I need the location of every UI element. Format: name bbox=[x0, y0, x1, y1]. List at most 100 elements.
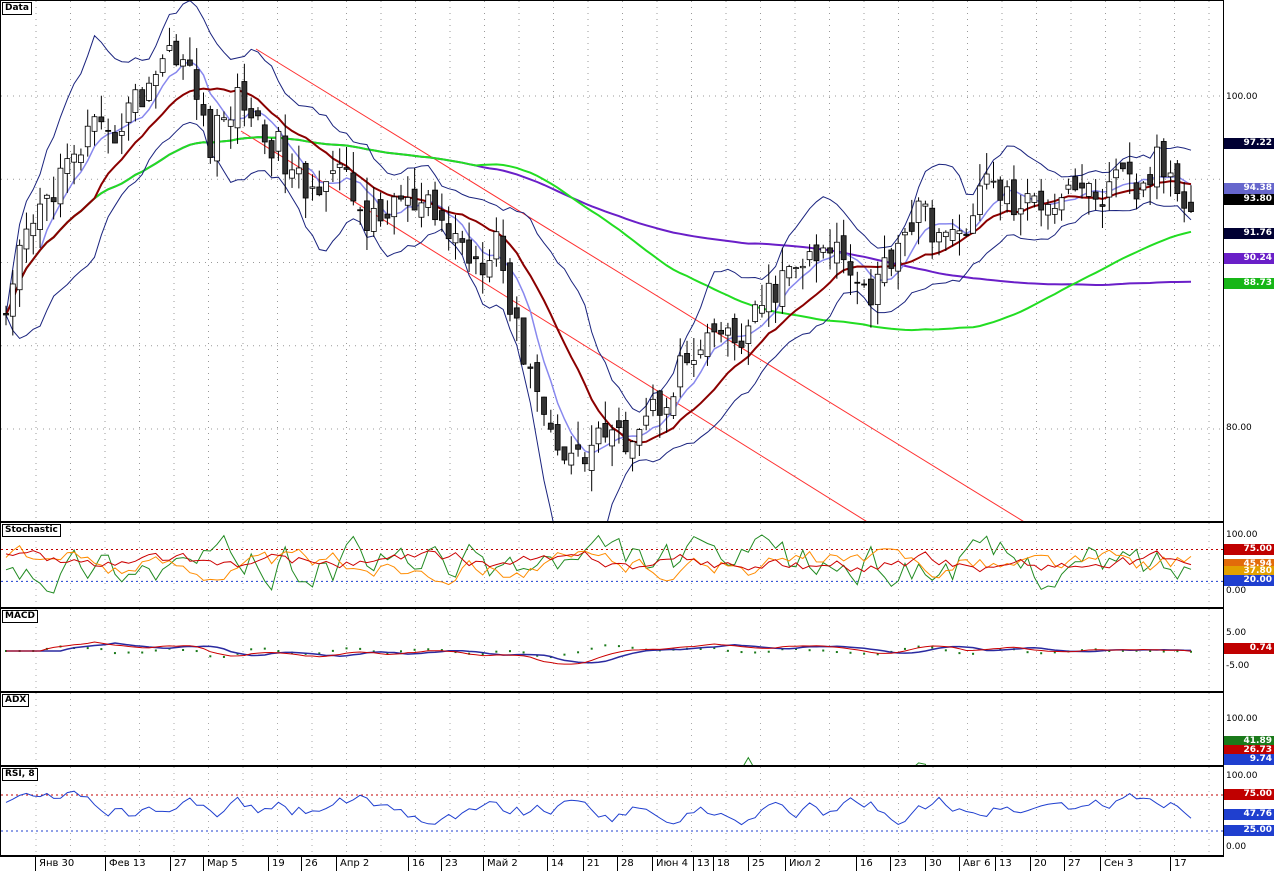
macd-histogram-bar bbox=[277, 650, 280, 653]
candle-body bbox=[1174, 163, 1181, 194]
candle-body bbox=[1106, 181, 1113, 198]
candle-body bbox=[282, 135, 289, 175]
macd-line bbox=[6, 641, 1192, 665]
price-tag: 90.24 bbox=[1224, 253, 1274, 264]
candle-body bbox=[765, 282, 772, 313]
candle-body bbox=[78, 154, 84, 163]
candle-body bbox=[398, 195, 404, 200]
candle-body bbox=[724, 327, 731, 336]
candle-body bbox=[384, 213, 391, 219]
x-tick-label: Сен 3 bbox=[1100, 857, 1133, 871]
x-tick-label: 13 bbox=[693, 857, 710, 871]
candle-body bbox=[1031, 195, 1038, 203]
candle-body bbox=[132, 89, 139, 113]
candle-body bbox=[84, 125, 91, 148]
candle-body bbox=[847, 261, 854, 276]
macd-svg bbox=[5, 609, 1210, 691]
macd-axis-label: 5.00 bbox=[1226, 628, 1247, 638]
candle-body bbox=[112, 132, 118, 144]
candle-body bbox=[1154, 146, 1160, 188]
x-tick-label: 23 bbox=[441, 857, 458, 871]
candle-body bbox=[173, 40, 180, 66]
candle-body bbox=[261, 124, 268, 143]
macd-histogram-bar bbox=[86, 647, 89, 650]
x-tick-label: 21 bbox=[583, 857, 600, 871]
x-tick-label: Июл 2 bbox=[785, 857, 821, 871]
adx-panel: ADX bbox=[0, 692, 1224, 766]
candle-body bbox=[500, 235, 507, 271]
candle-body bbox=[690, 360, 697, 365]
candle-body bbox=[152, 74, 159, 86]
x-tick-label: 19 bbox=[268, 857, 285, 871]
macd-histogram-bar bbox=[863, 652, 866, 655]
candle-body bbox=[902, 231, 908, 236]
macd-histogram-bar bbox=[849, 651, 852, 654]
candle-body bbox=[411, 188, 418, 211]
ma-long-purple-line bbox=[5, 136, 1192, 316]
candle-body bbox=[193, 69, 200, 100]
macd-histogram-bar bbox=[263, 647, 266, 650]
macd-histogram-bar bbox=[536, 654, 539, 657]
macd-histogram-bar bbox=[1040, 652, 1043, 655]
macd-histogram-bar bbox=[835, 651, 838, 654]
candle-body bbox=[677, 355, 684, 388]
candle-body bbox=[323, 181, 329, 192]
stochastic-line bbox=[5, 550, 1192, 573]
candle-body bbox=[186, 59, 193, 66]
candle-body bbox=[357, 209, 364, 212]
candle-body bbox=[289, 169, 295, 179]
macd-histogram-bar bbox=[1053, 651, 1056, 654]
candle-body bbox=[990, 180, 997, 183]
candle-body bbox=[527, 366, 534, 369]
stoch-axis-label: 100.00 bbox=[1226, 530, 1258, 540]
candle-body bbox=[1188, 201, 1194, 212]
candle-body bbox=[1045, 204, 1051, 216]
candle-body bbox=[391, 196, 398, 218]
candle-body bbox=[166, 45, 173, 51]
candle-body bbox=[3, 313, 9, 316]
rsi-tag: 75.00 bbox=[1224, 789, 1274, 800]
candle-body bbox=[581, 457, 588, 465]
macd-histogram-bar bbox=[495, 650, 498, 653]
candle-body bbox=[541, 396, 547, 415]
x-tick-label: Янв 30 bbox=[35, 857, 74, 871]
x-tick-label: 18 bbox=[713, 857, 730, 871]
adx-svg bbox=[35, 693, 1210, 765]
candle-body bbox=[942, 231, 949, 238]
macd-histogram-bar bbox=[1176, 650, 1179, 653]
macd-signal-line bbox=[6, 642, 1192, 664]
candle-body bbox=[1099, 204, 1106, 207]
candle-body bbox=[650, 398, 656, 411]
candle-body bbox=[1058, 197, 1065, 211]
macd-histogram-bar bbox=[563, 653, 566, 656]
candle-body bbox=[772, 283, 779, 303]
candle-body bbox=[9, 283, 16, 317]
macd-histogram-bar bbox=[604, 644, 607, 647]
candle-body bbox=[833, 241, 840, 264]
macd-histogram-bar bbox=[903, 647, 906, 650]
macd-histogram-bar bbox=[822, 649, 825, 652]
candle-body bbox=[404, 197, 411, 206]
macd-histogram-bar bbox=[713, 647, 716, 650]
adx-tag: 41.89 bbox=[1224, 736, 1274, 747]
candle-body bbox=[452, 233, 459, 244]
macd-histogram-bar bbox=[386, 652, 389, 655]
candle-body bbox=[670, 396, 677, 416]
macd-histogram-bar bbox=[481, 653, 484, 656]
candle-body bbox=[418, 202, 425, 218]
candle-body bbox=[275, 131, 282, 152]
x-tick-label: Май 2 bbox=[483, 857, 518, 871]
candle-body bbox=[1140, 182, 1147, 191]
candle-body bbox=[888, 249, 895, 269]
candle-body bbox=[302, 162, 309, 199]
candle-body bbox=[118, 130, 125, 136]
candle-body bbox=[336, 163, 343, 168]
macd-panel: MACD bbox=[0, 608, 1224, 692]
candle-body bbox=[493, 231, 500, 260]
candle-body bbox=[248, 108, 255, 119]
candle-body bbox=[139, 89, 146, 108]
candle-body bbox=[786, 266, 793, 279]
candle-body bbox=[316, 186, 323, 196]
candle-body bbox=[43, 194, 50, 199]
